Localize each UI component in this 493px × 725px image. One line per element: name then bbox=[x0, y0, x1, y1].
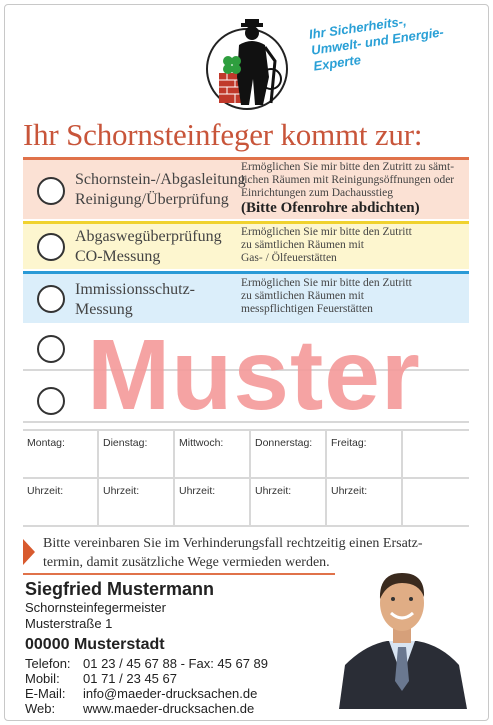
time-cell[interactable]: Uhrzeit: bbox=[327, 479, 403, 527]
arrow-right-icon bbox=[23, 539, 35, 565]
watermark: Muster bbox=[87, 319, 421, 431]
contact-name: Siegfried Mustermann bbox=[25, 579, 215, 599]
day-cell[interactable]: Freitag: bbox=[327, 431, 403, 479]
person-photo bbox=[335, 553, 469, 709]
service-row-cleaning: Schornstein-/Abgasleitung Reinigung/Über… bbox=[23, 157, 469, 219]
time-cell[interactable]: Uhrzeit: bbox=[175, 479, 251, 527]
schedule-grid: Montag: Dienstag: Mittwoch: Donnerstag: … bbox=[23, 429, 469, 529]
day-cell[interactable]: Dienstag: bbox=[99, 431, 175, 479]
checkbox-blank[interactable] bbox=[37, 335, 65, 363]
day-cell[interactable] bbox=[403, 431, 469, 479]
contact-role: Schornsteinfegermeister bbox=[25, 600, 166, 615]
page-title: Ihr Schornsteinfeger kommt zur: bbox=[23, 117, 423, 152]
checkbox-emission[interactable] bbox=[37, 285, 65, 313]
day-cell[interactable]: Mittwoch: bbox=[175, 431, 251, 479]
tagline: Ihr Sicherheits-, Umwelt- und Energie- E… bbox=[308, 13, 445, 74]
service-title: Immissionsschutz- Messung bbox=[75, 281, 195, 318]
time-cell[interactable]: Uhrzeit: bbox=[99, 479, 175, 527]
service-title: Abgaswegüberprüfung CO-Messung bbox=[75, 228, 222, 265]
time-cell[interactable]: Uhrzeit: bbox=[251, 479, 327, 527]
service-row-exhaust: Abgaswegüberprüfung CO-Messung Ermöglich… bbox=[23, 221, 469, 269]
day-cell[interactable]: Montag: bbox=[23, 431, 99, 479]
time-cell[interactable]: Uhrzeit: bbox=[23, 479, 99, 527]
contact-web: Web: www.maeder-drucksachen.de bbox=[25, 701, 255, 716]
service-description: Ermöglichen Sie mir bitte den Zutritt zu… bbox=[241, 161, 471, 216]
web-link[interactable]: www.maeder-drucksachen.de bbox=[83, 701, 255, 716]
email-link[interactable]: info@maeder-drucksachen.de bbox=[83, 686, 258, 701]
contact-city: 00000 Musterstadt bbox=[25, 636, 165, 653]
contact-phone: Telefon: 01 23 / 45 67 88 - Fax: 45 67 8… bbox=[25, 656, 269, 671]
checkbox-cleaning[interactable] bbox=[37, 177, 65, 205]
checkbox-exhaust[interactable] bbox=[37, 233, 65, 261]
appointment-card: Ihr Sicherheits-, Umwelt- und Energie- E… bbox=[4, 4, 489, 721]
service-note: (Bitte Ofenrohre abdichten) bbox=[241, 200, 420, 216]
chimney-sweep-logo-icon bbox=[206, 19, 288, 110]
contact-mobile: Mobil: 01 71 / 23 45 67 bbox=[25, 671, 177, 686]
service-row-emission: Immissionsschutz- Messung Ermöglichen Si… bbox=[23, 271, 469, 323]
service-row-blank bbox=[23, 327, 469, 371]
checkbox-blank[interactable] bbox=[37, 387, 65, 415]
contact-email: E-Mail: info@maeder-drucksachen.de bbox=[25, 686, 258, 701]
time-cell[interactable] bbox=[403, 479, 469, 527]
service-title: Schornstein-/Abgasleitung Reinigung/Über… bbox=[75, 171, 246, 208]
service-description: Ermöglichen Sie mir bitte den Zutritt zu… bbox=[241, 226, 412, 264]
contact-street: Musterstraße 1 bbox=[25, 616, 113, 631]
contact-block: Siegfried Mustermann Schornsteinfegermei… bbox=[25, 578, 325, 716]
reschedule-notice: Bitte vereinbaren Sie im Verhinderungsfa… bbox=[23, 533, 469, 575]
day-cell[interactable]: Donnerstag: bbox=[251, 431, 327, 479]
service-row-blank bbox=[23, 379, 469, 423]
service-description: Ermöglichen Sie mir bitte den Zutritt zu… bbox=[241, 277, 412, 315]
